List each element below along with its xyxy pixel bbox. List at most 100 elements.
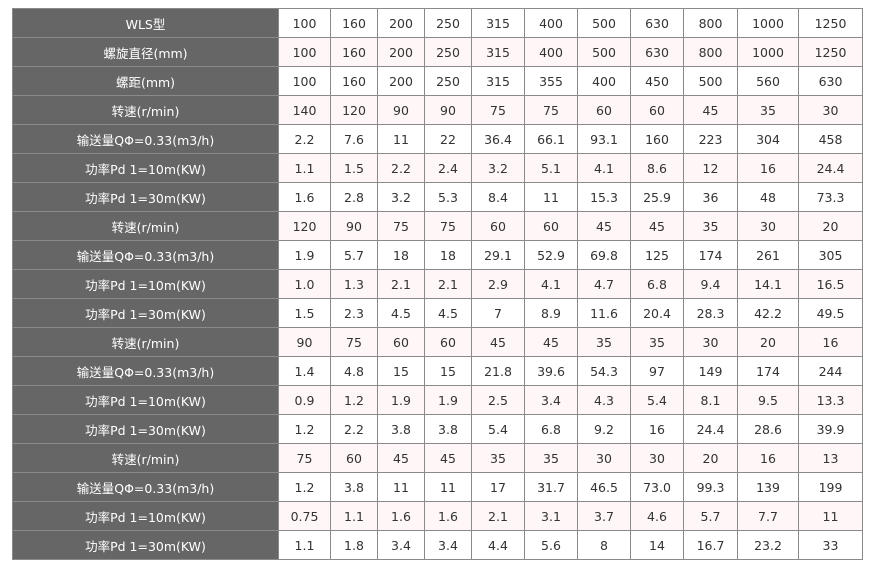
table-cell: 100	[278, 37, 331, 67]
table-cell: 45	[524, 327, 578, 357]
table-cell: 4.1	[524, 269, 578, 299]
table-cell: 3.8	[424, 414, 472, 444]
table-cell: 400	[577, 66, 631, 96]
table-cell: 1.2	[330, 385, 378, 415]
table-cell: 1.6	[278, 182, 331, 212]
table-cell: 9.2	[577, 414, 631, 444]
table-cell: 250	[424, 66, 472, 96]
row-header: 转速(r/min)	[12, 95, 279, 125]
table-cell: 2.1	[377, 269, 425, 299]
table-cell: 20	[798, 211, 863, 241]
table-cell: 5.1	[524, 153, 578, 183]
table-cell: 160	[330, 8, 378, 38]
table-cell: 4.5	[424, 298, 472, 328]
table-row: 输送量QΦ=0.33(m3/h) 1.2 3.8 11 11 17 31.7 46.5 73.0…	[12, 472, 863, 502]
table-cell: 30	[630, 443, 684, 473]
table-row: WLS型 100 160 200 250 315 400 500 630 800 1000 1250	[12, 8, 863, 38]
table-cell: 46.5	[577, 472, 631, 502]
table-cell: 800	[683, 37, 738, 67]
table-cell: 22	[424, 124, 472, 154]
table-cell: 45	[424, 443, 472, 473]
table-cell: 223	[683, 124, 738, 154]
table-cell: 35	[577, 327, 631, 357]
table-cell: 400	[524, 37, 578, 67]
table-cell: 35	[683, 211, 738, 241]
table-cell: 2.1	[424, 269, 472, 299]
table-cell: 35	[471, 443, 525, 473]
table-cell: 30	[798, 95, 863, 125]
table-cell: 199	[798, 472, 863, 502]
table-cell: 60	[471, 211, 525, 241]
table-cell: 4.7	[577, 269, 631, 299]
table-cell: 90	[278, 327, 331, 357]
table-cell: 28.6	[737, 414, 799, 444]
table-cell: 52.9	[524, 240, 578, 270]
table-cell: 2.8	[330, 182, 378, 212]
table-cell: 18	[377, 240, 425, 270]
table-cell: 1.9	[278, 240, 331, 270]
table-cell: 8.4	[471, 182, 525, 212]
table-cell: 12	[683, 153, 738, 183]
table-cell: 1250	[798, 37, 863, 67]
table-cell: 315	[471, 66, 525, 96]
table-cell: 90	[424, 95, 472, 125]
table-row: 转速(r/min) 90 75 60 60 45 45 35 35 30 20 16	[12, 327, 863, 357]
table-cell: 1.4	[278, 356, 331, 386]
table-cell: 36	[683, 182, 738, 212]
table-cell: 1.0	[278, 269, 331, 299]
table-cell: 31.7	[524, 472, 578, 502]
table-cell: 29.1	[471, 240, 525, 270]
table-row: 输送量QΦ=0.33(m3/h) 2.2 7.6 11 22 36.4 66.1 93.1 16…	[12, 124, 863, 154]
table-cell: 355	[524, 66, 578, 96]
table-cell: 4.1	[577, 153, 631, 183]
table-cell: 20	[683, 443, 738, 473]
table-cell: 75	[424, 211, 472, 241]
table-cell: 160	[630, 124, 684, 154]
table-cell: 7.6	[330, 124, 378, 154]
table-cell: 33	[798, 530, 863, 560]
table-cell: 16	[737, 443, 799, 473]
table-row: 转速(r/min) 75 60 45 45 35 35 30 30 20 16 13	[12, 443, 863, 473]
table-cell: 39.6	[524, 356, 578, 386]
table-cell: 8.9	[524, 298, 578, 328]
table-cell: 15	[424, 356, 472, 386]
table-cell: 200	[377, 66, 425, 96]
table-cell: 0.9	[278, 385, 331, 415]
table-cell: 49.5	[798, 298, 863, 328]
table-cell: 60	[630, 95, 684, 125]
table-cell: 140	[278, 95, 331, 125]
table-cell: 3.4	[377, 530, 425, 560]
table-cell: 45	[471, 327, 525, 357]
table-cell: 2.4	[424, 153, 472, 183]
table-cell: 60	[424, 327, 472, 357]
table-cell: 2.2	[278, 124, 331, 154]
table-cell: 18	[424, 240, 472, 270]
table-cell: 1250	[798, 8, 863, 38]
row-header: WLS型	[12, 8, 279, 38]
table-row: 功率Pd 1=30m(KW) 1.5 2.3 4.5 4.5 7 8.9 11.6 20.4 28…	[12, 298, 863, 328]
table-cell: 500	[577, 8, 631, 38]
table-cell: 75	[377, 211, 425, 241]
table-cell: 3.7	[577, 501, 631, 531]
table-cell: 48	[737, 182, 799, 212]
table-cell: 30	[737, 211, 799, 241]
table-cell: 24.4	[683, 414, 738, 444]
table-cell: 99.3	[683, 472, 738, 502]
table-cell: 73.3	[798, 182, 863, 212]
table-cell: 75	[524, 95, 578, 125]
table-cell: 2.2	[377, 153, 425, 183]
table-cell: 1.1	[278, 153, 331, 183]
table-row: 功率Pd 1=10m(KW) 0.75 1.1 1.6 1.6 2.1 3.1 3.7 4.6 5…	[12, 501, 863, 531]
table-cell: 60	[330, 443, 378, 473]
table-cell: 2.9	[471, 269, 525, 299]
table-cell: 250	[424, 8, 472, 38]
table-cell: 315	[471, 8, 525, 38]
table-cell: 36.4	[471, 124, 525, 154]
table-cell: 200	[377, 37, 425, 67]
table-cell: 304	[737, 124, 799, 154]
table-cell: 1.1	[330, 501, 378, 531]
table-row: 功率Pd 1=30m(KW) 1.2 2.2 3.8 3.8 5.4 6.8 9.2 16 24.…	[12, 414, 863, 444]
table-cell: 90	[330, 211, 378, 241]
table-cell: 139	[737, 472, 799, 502]
table-cell: 45	[377, 443, 425, 473]
